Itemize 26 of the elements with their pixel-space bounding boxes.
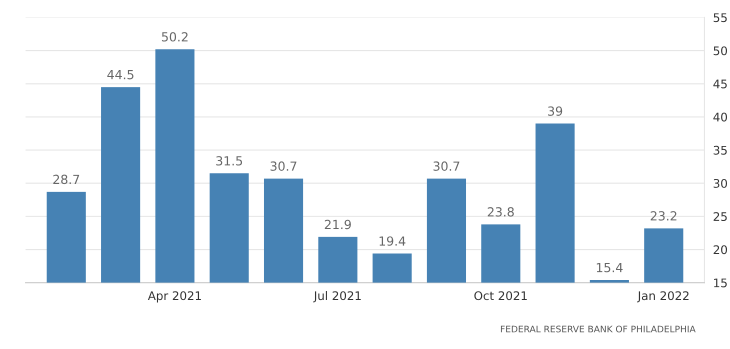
data-label: 39 [548,106,562,116]
data-label: 50.2 [162,32,188,42]
data-label: 30.7 [434,161,460,171]
y-tick-label: 20 [714,245,728,254]
data-label: 28.7 [53,174,80,184]
data-label: 30.7 [270,161,296,171]
x-tick-label: Apr 2021 [148,291,201,302]
y-tick-label: 50 [714,46,728,56]
data-label: 23.8 [488,207,514,217]
data-label: 31.5 [216,156,242,166]
data-label: 44.5 [107,70,134,80]
y-tick-label: 25 [714,212,727,222]
data-label: 19.4 [380,236,406,246]
data-label: 15.4 [596,263,623,272]
data-label: 23.2 [650,211,676,221]
y-tick-label: 55 [714,13,727,22]
y-tick-label: 40 [713,112,728,122]
text: FEDERAL RESERVE BANK OF PHILADELPHIA [500,326,696,332]
x-tick-label: Oct 2021 [474,291,527,300]
y-tick-label: 45 [713,80,727,88]
y-tick-label: 30 [714,178,728,188]
y-tick-label: 35 [714,146,727,155]
y-tick-label: 15 [714,278,727,288]
x-tick-label: Jul 2021 [313,291,361,302]
x-tick-label: Jan 2022 [637,291,689,302]
data-label: 21.9 [324,220,351,230]
